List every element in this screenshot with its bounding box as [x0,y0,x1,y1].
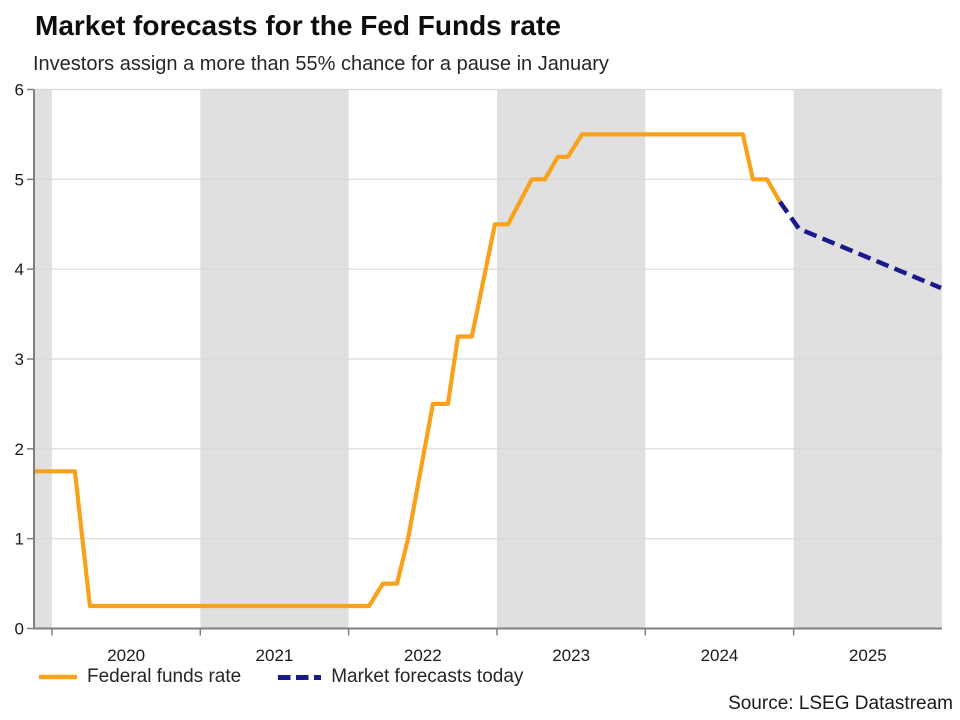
x-tick-label: 2024 [701,646,739,665]
page-title: Market forecasts for the Fed Funds rate [35,10,561,41]
page-subtitle: Investors assign a more than 55% chance … [33,53,609,75]
legend: Federal funds rate Market forecasts toda… [38,666,523,688]
y-tick-label: 6 [15,81,24,100]
x-tick-label: 2021 [256,646,294,665]
y-tick-label: 5 [15,170,24,189]
forecast-line [778,200,942,291]
y-tick-label: 1 [15,530,24,549]
source-credit: Source: LSEG Datastream [728,693,953,714]
legend-item-forecast: Market forecasts today [277,666,523,688]
x-tick-label: 2025 [849,646,887,665]
legend-label-fed-funds: Federal funds rate [87,666,242,687]
fed-funds-line [34,132,782,609]
y-tick-label: 3 [15,350,24,369]
y-tick-label: 0 [15,620,24,639]
legend-label-forecast: Market forecasts today [331,666,524,687]
y-tick-label: 2 [15,440,24,459]
x-tick-label: 2023 [552,646,590,665]
x-tick-label: 2022 [404,646,442,665]
x-tick-label: 2020 [107,646,145,665]
legend-item-fed-funds: Federal funds rate [38,666,241,688]
y-tick-label: 4 [15,260,24,279]
solid-line-swatch-icon [39,674,77,680]
dashed-line-swatch-icon [278,674,322,680]
